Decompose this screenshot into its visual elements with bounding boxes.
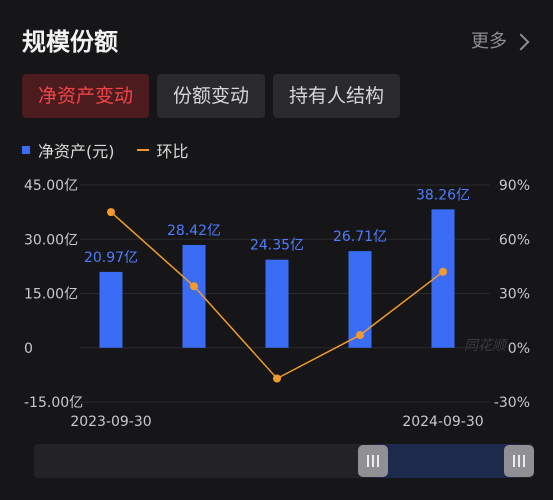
more-link[interactable]: 更多 [471, 22, 531, 62]
y-left-tick-label: -15.00亿 [24, 395, 83, 411]
y-right-tick-label: 0% [508, 341, 530, 357]
y-right-tick-label: 60% [499, 232, 530, 248]
legend-line-label: 环比 [156, 142, 189, 161]
range-slider[interactable] [34, 444, 534, 478]
bar [99, 271, 123, 348]
tab-holder-structure[interactable]: 持有人结构 [273, 74, 401, 118]
y-right-tick-label: 90% [499, 178, 530, 194]
bar-value-label: 20.97亿 [84, 250, 138, 266]
chevron-right-icon [512, 33, 530, 51]
slider-handle-right[interactable] [504, 445, 534, 477]
more-label: 更多 [471, 31, 507, 52]
tab-net-asset-change[interactable]: 净资产变动 [22, 74, 150, 118]
section-title: 规模份额 [22, 28, 118, 56]
watermark: 同花顺 [464, 338, 509, 354]
y-left-tick-label: 45.00亿 [24, 178, 78, 194]
y-right-tick-label: 30% [499, 287, 530, 303]
tab-bar: 净资产变动 份额变动 持有人结构 [22, 74, 401, 118]
ratio-point [356, 331, 364, 340]
y-left-tick-label: 0 [24, 341, 33, 357]
bar [348, 251, 372, 348]
y-right-tick-label: -30% [494, 395, 530, 411]
bar-value-label: 28.42亿 [167, 223, 221, 239]
section-header: 规模份额 更多 [22, 22, 531, 62]
bar-value-label: 24.35亿 [250, 238, 304, 254]
legend-bar-swatch [22, 146, 30, 154]
ratio-point [273, 374, 281, 383]
slider-selection [373, 444, 519, 478]
ratio-point [190, 282, 198, 291]
chart-legend: 净资产(元) 环比 [22, 138, 189, 162]
bar [265, 259, 289, 348]
y-left-tick-label: 15.00亿 [24, 287, 78, 303]
bar-value-label: 38.26亿 [416, 187, 470, 203]
x-tick-label: 2023-09-30 [70, 414, 151, 430]
bar-value-label: 26.71亿 [333, 229, 387, 245]
slider-handle-left[interactable] [358, 445, 388, 477]
bar [431, 209, 455, 348]
tab-share-change[interactable]: 份额变动 [157, 74, 266, 118]
ratio-point [107, 208, 115, 217]
net-asset-chart: 45.00亿 30.00亿 15.00亿 0 -15.00亿 90% 60% 30% 0% -30… [24, 178, 530, 430]
legend-bar-label: 净资产(元) [38, 142, 115, 161]
ratio-point [439, 267, 447, 276]
x-tick-label: 2024-09-30 [402, 414, 483, 430]
bar [182, 244, 206, 348]
y-left-tick-label: 30.00亿 [24, 232, 78, 248]
legend-line-swatch [136, 149, 149, 151]
